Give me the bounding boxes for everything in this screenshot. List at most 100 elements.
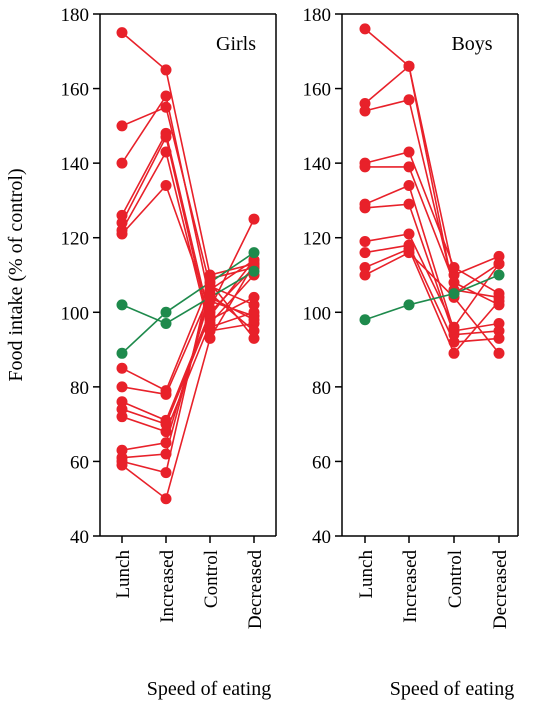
data-point [359, 247, 371, 259]
data-point [160, 64, 172, 76]
data-point [160, 437, 172, 449]
data-point [493, 295, 505, 307]
data-point [403, 228, 415, 240]
data-point [160, 317, 172, 329]
series-line [364, 251, 500, 354]
data-point [160, 180, 172, 192]
y-tick-label: 120 [303, 229, 332, 250]
y-tick-label: 80 [70, 378, 89, 399]
x-tick-label: Increased [400, 550, 421, 623]
series-line [121, 131, 255, 321]
y-tick-label: 180 [303, 5, 332, 26]
data-point [160, 448, 172, 460]
y-tick-label: 100 [303, 303, 332, 324]
series-line [121, 266, 255, 474]
data-point [116, 27, 128, 39]
series-line [121, 31, 255, 276]
series-line [364, 233, 500, 329]
data-point [448, 288, 460, 300]
y-tick-label: 140 [61, 154, 90, 175]
data-point [493, 258, 505, 270]
data-point [204, 332, 216, 344]
x-axis-label: Speed of eating [390, 678, 514, 700]
data-point [248, 314, 260, 326]
data-point [160, 306, 172, 318]
data-point [248, 325, 260, 337]
boys-panel: 40 60 80 100 120 140 160 180 Lunch Increased Contr… [303, 5, 519, 700]
x-tick-label: Increased [157, 550, 178, 623]
x-tick-label: Decreased [245, 550, 266, 630]
data-point [403, 94, 415, 106]
data-point [403, 180, 415, 192]
data-point [448, 336, 460, 348]
data-point [359, 202, 371, 214]
data-point [448, 262, 460, 274]
data-point [448, 276, 460, 288]
data-point [403, 146, 415, 158]
data-point [248, 213, 260, 225]
data-point [160, 493, 172, 505]
data-point [116, 347, 128, 359]
y-tick-label: 120 [61, 229, 90, 250]
y-tick-label: 140 [303, 154, 332, 175]
series-line [364, 64, 500, 295]
data-point [248, 291, 260, 303]
x-tick-label: Lunch [113, 550, 134, 599]
data-point [248, 265, 260, 277]
data-point [160, 90, 172, 102]
series-line [121, 149, 255, 332]
data-point [160, 426, 172, 438]
x-tick-label: Decreased [490, 550, 511, 630]
data-point [448, 321, 460, 333]
x-tick-label: Control [445, 550, 466, 608]
y-tick-label: 40 [70, 527, 89, 548]
data-point [403, 198, 415, 210]
series-line [364, 247, 500, 355]
data-point [160, 101, 172, 113]
series-line [364, 151, 500, 295]
data-point [493, 269, 505, 281]
x-tick-label: Lunch [356, 550, 377, 599]
data-point [116, 381, 128, 393]
data-point [448, 347, 460, 359]
y-tick-label: 80 [312, 378, 331, 399]
series-line [121, 266, 255, 422]
data-point [359, 161, 371, 173]
y-tick-label: 40 [312, 527, 331, 548]
data-point [359, 23, 371, 35]
data-point [160, 146, 172, 158]
data-point [160, 467, 172, 479]
series-line [364, 28, 500, 277]
y-tick-label: 180 [61, 5, 90, 26]
x-axis-label: Speed of eating [147, 678, 271, 700]
panel-title: Girls [216, 33, 256, 55]
data-point [493, 332, 505, 344]
series-line [121, 292, 255, 396]
data-point [359, 235, 371, 247]
data-point [116, 411, 128, 423]
y-axis-label: Food intake (% of control) [5, 168, 27, 381]
y-tick-label: 160 [61, 80, 90, 101]
series-line [121, 263, 255, 501]
x-tick-label: Control [201, 550, 222, 608]
data-point [204, 317, 216, 329]
data-point [204, 284, 216, 296]
data-point [160, 388, 172, 400]
data-point [359, 269, 371, 281]
series-line [121, 183, 255, 311]
data-point [204, 273, 216, 285]
data-point [116, 459, 128, 471]
series-line [365, 166, 500, 306]
data-point [116, 120, 128, 132]
data-point [359, 105, 371, 117]
data-point [403, 299, 415, 311]
girls-panel: 40 60 80 100 120 140 160 180 Lunch Increased Contr… [61, 5, 277, 700]
data-point [116, 362, 128, 374]
data-point [493, 347, 505, 359]
y-tick-label: 60 [70, 452, 89, 473]
series-line [364, 203, 500, 336]
data-point [403, 60, 415, 72]
data-point [359, 314, 371, 326]
series-line [121, 280, 255, 392]
